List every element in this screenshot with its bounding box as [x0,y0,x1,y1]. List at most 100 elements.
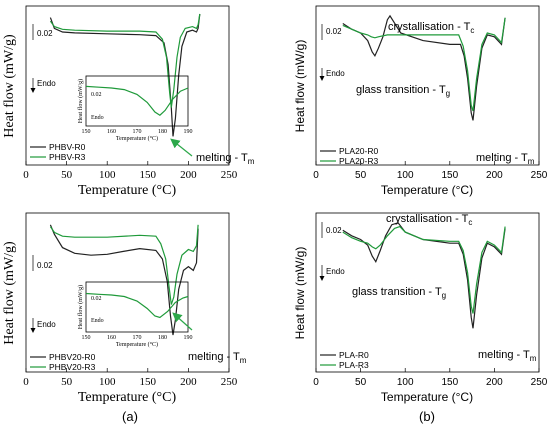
inset-series-group [85,85,189,116]
scale-bar-label: 0.02 [37,29,53,38]
endo-label: Endo [37,320,56,329]
series-group [49,224,199,336]
x-axis-label: Temperature (°C) [381,183,473,197]
inset-frame [85,75,189,127]
x-tick-label: 100 [99,169,116,181]
panel-label-b: (b) [419,409,435,424]
endo-label: Endo [326,267,345,276]
x-axis-label: Temperature (°C) [78,183,177,198]
glass-transition-annotation: glass transition - Tg [356,84,450,98]
legend: PHBV20-R0 PHBV20-R3 [30,352,96,372]
inset-tick-label: 160 [107,129,116,135]
chart-phbv: 0 50 100 150 200 250 Temperature (°C) He… [2,5,255,198]
melting-annotation: melting - Tm [188,351,247,365]
glass-transition-annotation: glass transition - Tg [352,286,446,300]
series-line-phbv-r0 [49,13,201,137]
inset-y-label: Heat flow (mW/g) [77,79,84,123]
endo-label: Endo [326,69,345,78]
crystallisation-annotation: crystallisation - Tc [388,21,474,35]
x-tick-label: 150 [441,377,458,388]
inset-tick-label: 190 [184,129,193,135]
endo-arrow-head [30,328,36,333]
x-tick-label: 50 [355,170,367,181]
x-tick-label: 250 [531,377,548,388]
series-line-phbv20-r3-inset [85,292,189,319]
inset-tick-label: 150 [82,129,91,135]
panel-label-a: (a) [122,409,138,424]
chart-phbv20: 0 50 100 150 200 250 Temperature (°C) He… [2,212,247,405]
series-group [342,222,506,329]
x-ticks [25,368,230,372]
inset-tick-label: 150 [82,335,91,341]
x-tick-label: 150 [140,376,157,388]
series-line-pla-r0 [342,222,506,329]
chart-pla: 0 50 100 150 200 250 Temperature (°C) He… [293,212,548,404]
series-line-pla-r3 [342,225,506,314]
legend-label: PLA-R0 [339,350,369,360]
x-tick-label: 50 [61,169,73,181]
inset-tick-label: 170 [133,129,142,135]
plot-frame [315,212,540,373]
inset-scale-label: 0.02 [91,296,102,302]
legend-label: PHBV20-R3 [49,362,96,372]
crystallisation-annotation: crystallisation - Tc [386,213,472,227]
endo-arrow-head [319,76,325,81]
x-tick-label: 0 [23,376,29,388]
inset-arrow [170,138,193,157]
inset-arrow [172,312,193,331]
inset-endo-label: Endo [91,318,104,324]
x-tick-label: 50 [355,377,367,388]
inset-series-group [85,292,189,319]
legend-label: PLA20-R0 [339,146,378,156]
x-tick-label: 50 [61,376,73,388]
x-tick-label: 250 [221,169,238,181]
inset-phbv20: 150 160 170 180 190 Temperature (°C) Hea… [77,281,193,348]
scale-bar-label: 0.02 [326,226,342,235]
legend: PLA20-R0 PLA20-R3 [320,146,378,166]
x-tick-label: 200 [486,377,503,388]
plot-frame [25,5,230,166]
series-group [342,14,506,121]
melting-annotation: melting - Tm [476,152,535,166]
x-tick-label: 100 [397,170,414,181]
series-line-phbv20-r3 [49,224,199,305]
legend-label: PHBV-R0 [49,142,86,152]
inset-phbv: 150 160 170 180 190 Temperature (°C) Hea… [77,75,193,142]
x-tick-label: 150 [441,170,458,181]
inset-tick-label: 190 [184,335,193,341]
plot-frame [25,212,230,373]
y-axis-label: Heat flow (mW/g) [2,34,17,138]
x-axis-label: Temperature (°C) [381,390,473,404]
y-axis-label: Heat flow (mW/g) [293,40,307,133]
inset-y-label: Heat flow (mW/g) [77,285,84,329]
legend-label: PHBV-R3 [49,152,86,162]
chart-pla20: 0 50 100 150 200 250 Temperature (°C) He… [293,5,548,197]
scale-bar-label: 0.02 [37,261,53,270]
series-line-phbv20-r0 [49,224,199,336]
x-tick-label: 100 [99,376,116,388]
legend: PLA-R0 PLA-R3 [320,350,369,370]
x-tick-label: 200 [180,376,197,388]
x-tick-label: 150 [140,169,157,181]
endo-arrow-head [319,276,325,281]
inset-tick-label: 180 [158,129,167,135]
x-tick-label: 0 [23,169,29,181]
y-axis-label: Heat flow (mW/g) [293,247,307,340]
legend-label: PLA-R3 [339,360,369,370]
x-tick-label: 250 [531,170,548,181]
x-tick-label: 0 [313,377,319,388]
inset-scale-label: 0.02 [91,92,102,98]
x-tick-label: 0 [313,170,319,181]
legend-label: PLA20-R3 [339,156,378,166]
plot-frame [315,5,540,166]
endo-label: Endo [37,79,56,88]
x-tick-label: 100 [397,377,414,388]
inset-tick-label: 170 [133,335,142,341]
series-group [49,13,201,137]
melting-annotation: melting - Tm [478,349,537,363]
x-tick-label: 200 [180,169,197,181]
x-axis-label: Temperature (°C) [78,390,177,405]
inset-tick-label: 180 [158,335,167,341]
melting-annotation: melting - Tm [196,152,255,166]
series-line-phbv-r3 [49,13,201,108]
